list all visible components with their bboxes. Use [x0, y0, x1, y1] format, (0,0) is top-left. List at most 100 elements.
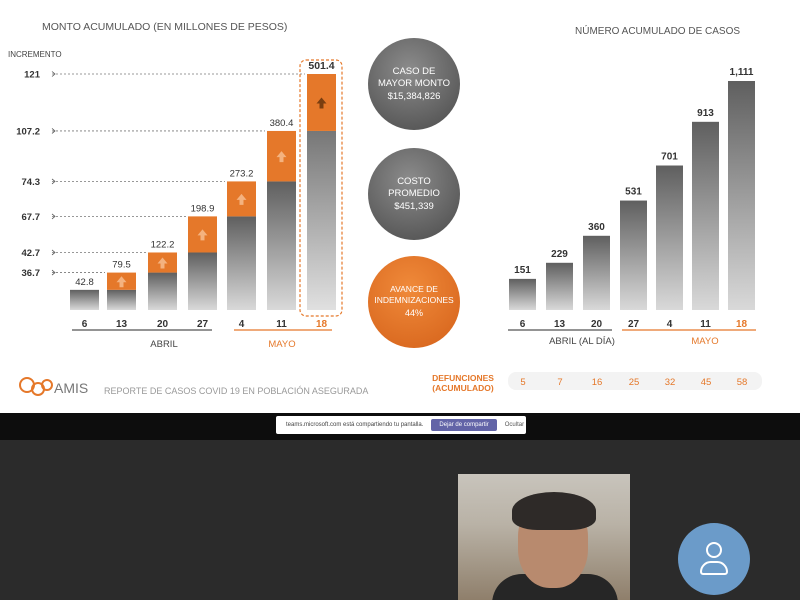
up-arrow-icon	[116, 276, 127, 288]
avatar-shoulders-icon	[700, 561, 728, 575]
hide-button[interactable]: Ocultar	[504, 422, 525, 428]
meeting-area	[0, 440, 800, 600]
left-value-label-2: 122.2	[151, 239, 175, 250]
increment-label-4: 74.3	[22, 177, 41, 188]
increment-label-3: 67.7	[22, 212, 41, 223]
right-value-label-4: 701	[661, 152, 678, 163]
shared-slide: MONTO ACUMULADO (EN MILLONES DE PESOS) I…	[0, 0, 800, 413]
right-category-label-3: 27	[628, 319, 640, 330]
report-title: REPORTE DE CASOS COVID 19 EN POBLACIÓN A…	[104, 386, 368, 396]
right-value-label-6: 1,111	[730, 67, 754, 78]
avg-cost-line2: PROMEDIO	[388, 188, 440, 199]
left-category-label-4: 4	[239, 319, 245, 330]
increment-arrow-icon	[51, 213, 56, 220]
left-category-label-2: 20	[157, 319, 169, 330]
right-bar-5	[692, 121, 719, 310]
left-bar-chart: 42.8 6 36.7 79.5 13 42.7 122.2 20 67.7 198.9 27 74.…	[16, 60, 336, 330]
deaths-value-1: 7	[557, 377, 562, 388]
right-bar-2	[583, 235, 610, 310]
up-arrow-icon	[236, 193, 247, 205]
left-bar-4	[227, 216, 256, 310]
right-bar-6	[728, 81, 755, 310]
right-value-label-3: 531	[625, 187, 642, 198]
max-case-line2: MAYOR MONTO	[378, 78, 450, 89]
increment-label-1: 36.7	[22, 268, 41, 279]
left-value-label-4: 273.2	[230, 168, 254, 179]
deaths-value-3: 25	[629, 377, 640, 388]
left-bar-0	[70, 289, 99, 310]
right-category-label-2: 20	[591, 319, 603, 330]
right-category-label-5: 11	[700, 319, 711, 330]
up-arrow-icon	[316, 97, 327, 109]
participant-avatar[interactable]	[678, 523, 750, 595]
amis-logo-text: AMIS	[54, 380, 88, 396]
increment-label-2: 42.7	[22, 248, 41, 259]
deaths-value-4: 32	[665, 377, 676, 388]
deaths-value-6: 58	[737, 377, 748, 388]
indemn-line1: AVANCE DE	[390, 284, 438, 294]
abril-dia-label: ABRIL (AL DÍA)	[549, 336, 615, 347]
left-bar-6	[307, 130, 336, 310]
right-value-label-5: 913	[697, 108, 714, 119]
indemn-line3: 44%	[405, 308, 423, 318]
left-chart-title: MONTO ACUMULADO (EN MILLONES DE PESOS)	[42, 21, 287, 33]
indemn-line2: INDEMNIZACIONES	[374, 295, 454, 305]
max-case-circle: CASO DE MAYOR MONTO $15,384,826	[368, 38, 460, 130]
right-bar-3	[620, 200, 647, 310]
deaths-label-line1: DEFUNCIONES	[432, 373, 494, 383]
left-category-label-1: 13	[116, 319, 128, 330]
highlight-box	[299, 59, 343, 317]
left-bar-2	[148, 272, 177, 310]
share-message: teams.microsoft.com está compartiendo tu…	[286, 422, 424, 428]
increment-arrow-icon	[51, 269, 56, 276]
right-category-label-6: 18	[736, 319, 748, 330]
max-case-line1: CASO DE	[393, 66, 436, 77]
left-value-label-5: 380.4	[270, 118, 294, 129]
increment-arrow-icon	[51, 71, 56, 77]
avg-cost-line1: COSTO	[397, 176, 431, 187]
right-bar-0	[509, 278, 536, 310]
right-value-label-2: 360	[588, 222, 605, 233]
up-arrow-icon	[276, 151, 287, 163]
left-bar-1	[107, 289, 136, 310]
participant-video[interactable]	[458, 474, 630, 600]
mayo-label: MAYO	[268, 339, 295, 350]
left-value-label-1: 79.5	[112, 260, 131, 271]
right-bar-1	[546, 262, 573, 310]
amis-logo: AMIS	[19, 377, 88, 396]
left-category-label-6: 18	[316, 319, 328, 330]
increment-arrow-icon	[51, 249, 56, 256]
stop-sharing-button[interactable]: Dejar de compartir	[431, 419, 497, 431]
up-arrow-icon	[157, 257, 168, 269]
increment-label: INCREMENTO	[8, 50, 62, 59]
avg-cost-line3: $451,339	[394, 201, 434, 212]
share-notification: teams.microsoft.com está compartiendo tu…	[276, 416, 526, 434]
increment-arrow-icon	[51, 178, 56, 185]
max-case-line3: $15,384,826	[388, 91, 441, 102]
indemn-circle: AVANCE DE INDEMNIZACIONES 44%	[368, 256, 460, 348]
mayo-right-label: MAYO	[691, 336, 718, 347]
left-bar-5	[267, 181, 296, 310]
increment-arrow-icon	[51, 128, 56, 134]
slide-canvas: MONTO ACUMULADO (EN MILLONES DE PESOS) I…	[8, 21, 762, 396]
avg-cost-circle: COSTO PROMEDIO $451,339	[368, 148, 460, 240]
deaths-value-5: 45	[701, 377, 712, 388]
left-category-label-5: 11	[276, 319, 287, 330]
abril-label: ABRIL	[150, 339, 177, 350]
deaths-label-line2: (ACUMULADO)	[432, 383, 494, 393]
avatar-person-icon	[706, 542, 722, 558]
left-category-label-3: 27	[197, 319, 209, 330]
deaths-row-bg	[508, 372, 762, 390]
right-chart-title: NÚMERO ACUMULADO DE CASOS	[575, 24, 740, 37]
right-category-label-0: 6	[520, 319, 526, 330]
right-category-label-4: 4	[667, 319, 673, 330]
right-value-label-0: 151	[514, 265, 531, 276]
left-category-label-0: 6	[82, 319, 88, 330]
left-bar-3	[188, 252, 217, 310]
left-value-label-0: 42.8	[75, 277, 94, 288]
participant-hair	[512, 492, 596, 530]
deaths-value-2: 16	[592, 377, 603, 388]
right-category-label-1: 13	[554, 319, 566, 330]
right-bar-chart: 151 6 229 13 360 20 531 27 701 4 913 11 1,111 18	[509, 67, 755, 330]
up-arrow-icon	[197, 229, 208, 241]
